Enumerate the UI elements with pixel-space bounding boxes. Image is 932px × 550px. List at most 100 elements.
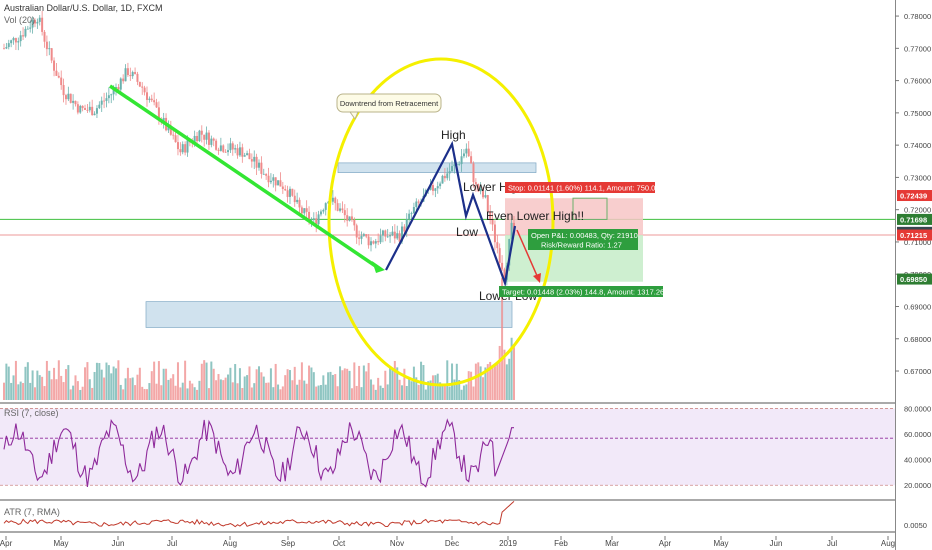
candle-body xyxy=(212,138,215,141)
candle-body xyxy=(472,163,475,183)
volume-bar xyxy=(250,387,253,400)
candle-body xyxy=(367,236,370,246)
volume-bar xyxy=(19,381,22,400)
candle-body xyxy=(334,197,337,204)
candle-body xyxy=(443,175,446,179)
candle-body xyxy=(145,92,148,100)
candle-body xyxy=(215,140,218,150)
price-label-text: 0.69850 xyxy=(900,275,927,284)
volume-bar xyxy=(446,360,449,400)
candle-body xyxy=(107,95,110,99)
volume-bar xyxy=(470,371,473,400)
candle-body xyxy=(269,180,272,183)
volume-bar xyxy=(501,277,504,400)
y-tick-label: 0.77000 xyxy=(904,44,931,53)
pnl-box xyxy=(528,229,638,250)
candle-body xyxy=(81,105,84,109)
volume-bar xyxy=(310,367,313,400)
candle-body xyxy=(331,197,334,202)
candle-body xyxy=(343,210,346,216)
target-text-box xyxy=(499,286,663,297)
volume-bar xyxy=(10,382,13,400)
volume-bar xyxy=(150,371,153,400)
candle-body xyxy=(358,237,361,239)
candle-body xyxy=(277,180,280,186)
volume-bar xyxy=(134,385,137,400)
candle-body xyxy=(224,151,227,153)
pnl-text: Open P&L: 0.00483, Qty: 21910 xyxy=(531,231,638,240)
candle-body xyxy=(129,75,132,77)
volume-bar xyxy=(141,386,144,400)
candle-body xyxy=(312,218,315,220)
candle-body xyxy=(355,225,358,238)
volume-bar xyxy=(503,349,506,400)
candle-body xyxy=(346,215,349,221)
volume-bar xyxy=(510,337,513,400)
volume-bar xyxy=(291,380,294,400)
volume-bar xyxy=(439,382,442,400)
projection-box xyxy=(572,197,608,220)
volume-bar xyxy=(186,388,189,400)
volume-bar xyxy=(489,361,492,400)
volume-bar xyxy=(398,379,401,400)
volume-bar xyxy=(95,362,98,400)
volume-bar xyxy=(265,382,268,400)
candle-body xyxy=(319,211,322,215)
candle-body xyxy=(105,98,108,101)
candle-body xyxy=(134,72,137,74)
candle-body xyxy=(465,148,468,154)
volume-bar xyxy=(12,375,15,400)
candle-body xyxy=(64,95,67,100)
candle-body xyxy=(434,188,437,191)
x-tick-label: Nov xyxy=(390,539,404,548)
volume-bar xyxy=(138,367,141,400)
volume-bar xyxy=(315,386,318,400)
candle-body xyxy=(339,208,342,211)
volume-bar xyxy=(508,358,511,400)
candle-body xyxy=(3,48,5,50)
candle-body xyxy=(110,94,113,96)
volume-bar xyxy=(76,381,79,400)
volume-bar xyxy=(267,382,270,400)
x-tick-label: Jul xyxy=(167,539,177,548)
candle-body xyxy=(341,208,344,211)
volume-bar xyxy=(298,379,301,400)
candle-body xyxy=(482,188,485,198)
volume-bar xyxy=(45,360,48,400)
candle-body xyxy=(100,100,103,105)
candle-body xyxy=(474,182,477,185)
volume-bar xyxy=(112,366,115,400)
volume-bar xyxy=(393,360,396,400)
y-tick-label: 0.76000 xyxy=(904,77,931,86)
volume-bar xyxy=(215,380,218,400)
volume-bar xyxy=(496,362,499,400)
candle-body xyxy=(124,68,127,82)
y-tick-label: 0.78000 xyxy=(904,12,931,21)
candle-body xyxy=(286,190,289,197)
volume-bar xyxy=(458,380,461,400)
candle-body xyxy=(84,108,87,110)
volume-bar xyxy=(229,367,232,400)
candle-body xyxy=(391,231,394,236)
volume-bar xyxy=(453,379,456,400)
candle-body xyxy=(279,180,282,187)
candle-body xyxy=(41,17,44,32)
volume-bar xyxy=(205,362,208,400)
x-tick-label: Jun xyxy=(770,539,783,548)
candle-body xyxy=(305,208,308,212)
label-high: High xyxy=(441,128,466,142)
volume-bar xyxy=(296,384,299,400)
candle-body xyxy=(374,241,377,244)
rsi-label: RSI (7, close) xyxy=(4,408,59,418)
candle-body xyxy=(298,199,301,208)
volume-bar xyxy=(467,371,470,400)
candle-body xyxy=(196,135,199,142)
volume-bar xyxy=(98,363,101,400)
y-tick-label: 0.69000 xyxy=(904,302,931,311)
candle-body xyxy=(7,43,10,48)
candle-body xyxy=(322,209,325,212)
volume-bar xyxy=(103,377,106,400)
x-tick-label: Jul xyxy=(827,539,837,548)
volume-bar xyxy=(434,375,437,400)
